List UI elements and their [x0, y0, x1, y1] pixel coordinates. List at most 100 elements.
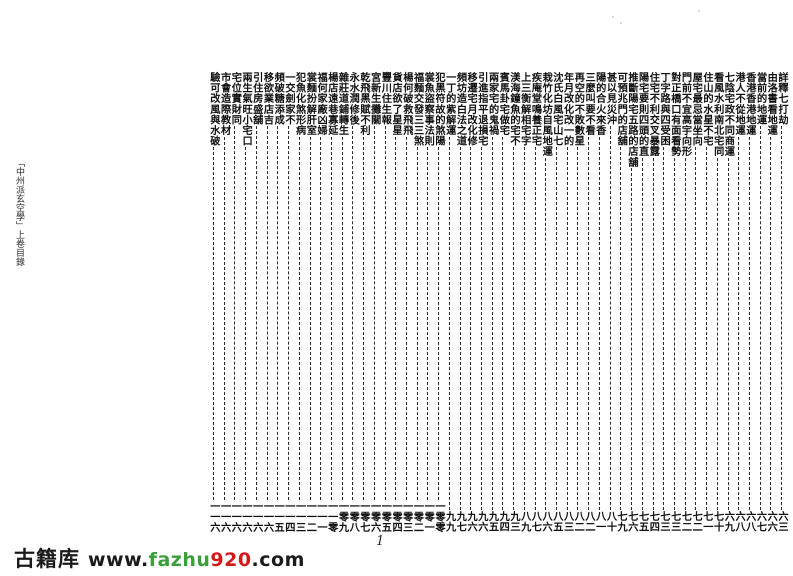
toc-entry[interactable]: 陽的合火來香 八一 — [594, 72, 606, 532]
toc-entry[interactable]: 陽宅要則四頭的直 七五 — [636, 72, 649, 532]
toc-entry[interactable]: 三麼叫要不看 八二 — [583, 72, 595, 532]
toc-entry[interactable]: 一交劍家不 一一四 — [283, 72, 295, 532]
toc-entry[interactable]: 兩生氣旺小宅口 一一六 — [240, 72, 252, 532]
toc-dot-leader — [588, 136, 590, 510]
toc-dot-leader — [491, 136, 493, 510]
toc-entry[interactable]: 賓馬卦宅做宅 九四 — [497, 72, 509, 532]
toc-entry[interactable]: 楊何破救飛飛 一零三 — [401, 72, 413, 532]
toc-entry[interactable]: 疾庵堂鳴養正宅 八七 — [529, 72, 542, 532]
toc-entry[interactable]: 裳魚盜察事法則 一零一 — [422, 72, 435, 532]
toc-entry-page-number: 一零二 — [411, 500, 424, 533]
site-watermark: 古籍库 www.fazhu920.com — [14, 543, 305, 573]
toc-entry-title: 引進指平退損宅 — [475, 72, 488, 147]
toc-entry[interactable]: 移欲業店吉 一一六 — [261, 72, 274, 533]
toc-entry[interactable]: 由洛書看地運 六六 — [765, 72, 778, 532]
toc-entry-title: 栽竹化坊自風地運 — [540, 72, 553, 157]
toc-dot-leader — [427, 147, 429, 500]
toc-entry-title: 楊店遠巷寡延 — [325, 72, 338, 136]
toc-entry[interactable]: 雜莊道鋪轉生 一零九 — [336, 72, 348, 532]
toc-entry[interactable]: 住山的水星不宅 七一 — [701, 72, 713, 532]
toc-entry[interactable]: 市會造際教材 一一六 — [219, 72, 231, 532]
toc-entry-page-number: 九九 — [443, 511, 456, 532]
toc-entry[interactable]: 永水潤修後 一零八 — [347, 72, 359, 532]
toc-dot-leader — [245, 147, 247, 500]
toc-dot-leader — [341, 136, 343, 500]
toc-entry-title: 丁字路與四受困 — [658, 72, 671, 147]
toc-entry[interactable]: 犯魚化煞形病 一一三 — [293, 72, 306, 532]
toc-entry[interactable]: 宅位實財同 一一六 — [229, 72, 241, 532]
toc-entry[interactable]: 引住房盛舖 一一六 — [250, 72, 263, 533]
toc-entry-page-number: 八三 — [561, 511, 574, 532]
toc-entry-page-number: 七五 — [636, 511, 649, 532]
toc-entry[interactable]: 犯黑符故的煞陽 一零零 — [433, 72, 445, 532]
toc-entry-page-number: 一零四 — [390, 500, 403, 533]
toc-dot-leader — [534, 147, 536, 510]
toc-entry-page-number: 六三 — [775, 511, 788, 532]
toc-entry[interactable]: 香港香港地運 六八 — [743, 72, 756, 532]
toc-entry-page-number: 一一二 — [304, 500, 317, 533]
toc-entry[interactable]: 渼海鐘魚的宅不 九三 — [508, 72, 521, 532]
toc-entry[interactable]: 移遷宅月改化修 九六 — [465, 72, 478, 532]
toc-entry[interactable]: 上三衡解相宅字 八九 — [518, 72, 531, 532]
toc-entry-page-number: 六六 — [765, 511, 778, 532]
toc-entry[interactable]: 一丁的紫解運 九九 — [443, 72, 456, 532]
toc-dot-leader — [609, 126, 611, 510]
toc-entry[interactable]: 看風水利南北宅同 七十 — [711, 72, 724, 532]
toc-entry[interactable]: 可預兆門的店舖 七九 — [615, 72, 628, 532]
toc-dot-leader — [459, 147, 461, 510]
toc-entry[interactable]: 驗可改風與水破 一一六 — [208, 72, 220, 532]
toc-entry[interactable]: 年月改化改一的 八三 — [561, 72, 574, 532]
toc-entry[interactable]: 港人不從地運 六八 — [733, 72, 745, 532]
toc-entry[interactable]: 福麵交發三三煞 一零二 — [411, 72, 424, 533]
toc-entry-page-number: 一零六 — [368, 500, 381, 533]
toc-entry[interactable]: 乾飛黑賦不利 一零七 — [357, 72, 370, 533]
toc-entry[interactable]: 引進指平退損宅 九六 — [475, 72, 488, 532]
toc-entry[interactable]: 栽竹化坊自風地運 八六 — [540, 72, 553, 532]
toc-dot-leader — [395, 136, 397, 500]
toc-entry-page-number: 九六 — [465, 511, 478, 532]
toc-entry[interactable]: 七陰宅政不同商運 六九 — [722, 72, 734, 532]
toc-entry-page-number: 九五 — [486, 511, 499, 532]
toc-dot-leader — [363, 136, 365, 500]
toc-entry-page-number: 八九 — [518, 511, 531, 532]
toc-entry[interactable]: 福何家廠凶婦 一一一 — [315, 72, 327, 532]
toc-entry-title: 裳魚盜察事法則 — [422, 72, 435, 147]
toc-entry-title: 門前不宜高宇向形 — [679, 72, 692, 157]
site-name-cn: 古籍库 — [14, 547, 80, 571]
toc-dot-leader — [309, 136, 311, 500]
toc-entry[interactable]: 住宅不利交叉暴露 七四 — [647, 72, 659, 532]
toc-dot-leader — [330, 136, 332, 500]
toc-entry[interactable]: 兩家宅的鬼禍 九五 — [486, 72, 499, 532]
toc-entry-page-number: 一一六 — [261, 500, 274, 533]
toc-entry-title: 可預兆門的店舖 — [615, 72, 628, 147]
toc-entry[interactable]: 楊店遠巷寡延 一一零 — [325, 72, 338, 532]
toc-entry[interactable]: 丁字路與四受困 七三 — [658, 72, 671, 532]
toc-entry[interactable]: 頻破糖添成 一一五 — [272, 72, 284, 532]
toc-entry[interactable]: 甚以見災沖 八十 — [604, 72, 616, 532]
toc-entry-page-number: 一一六 — [250, 500, 263, 533]
toc-entry-page-number: 一零七 — [357, 500, 370, 533]
toc-dot-leader — [556, 147, 558, 510]
toc-entry-title: 乾飛黑賦不利 — [357, 72, 370, 136]
toc-entry[interactable]: 頻坊造白法之道 九七 — [454, 72, 466, 532]
toc-entry-page-number: 八二 — [583, 511, 595, 532]
toc-entry[interactable]: 豐川住生報 一零五 — [379, 72, 391, 532]
toc-entry-title: 看風水利南北宅同 — [711, 72, 724, 157]
toc-entry[interactable]: 沈氏白風宅山七 八五 — [551, 72, 563, 532]
toc-entry-title: 渼海鐘魚的宅不 — [508, 72, 521, 147]
toc-entry[interactable]: 對正橋口有面看勢 七三 — [669, 72, 681, 532]
toc-entry[interactable]: 門前不宜高宇向形 七二 — [679, 72, 692, 532]
toc-entry-page-number: 八七 — [529, 511, 542, 532]
toc-entry[interactable]: 當前的地運 六七 — [755, 72, 767, 532]
toc-entry[interactable]: 裳麵扮解肝室 一一二 — [304, 72, 317, 533]
toc-dot-leader — [663, 147, 665, 510]
toc-dot-leader — [545, 157, 547, 510]
toc-entry[interactable]: 屋宅最忌當坐向 七二 — [690, 72, 702, 532]
toc-entry[interactable]: 貨店欲了星星 一零四 — [390, 72, 403, 533]
toc-entry[interactable]: 宮新生攤關 一零六 — [368, 72, 381, 533]
toc-entry[interactable]: 推斷陽宅五路的店舖 七六 — [626, 72, 638, 532]
toc-entry-title: 犯魚化煞形病 — [293, 72, 306, 136]
toc-entry[interactable]: 再空的不敗數星 八二 — [572, 72, 584, 532]
toc-entry[interactable]: 詳釋七打劫 六三 — [775, 72, 788, 532]
toc-entry-title: 香港香港地運 — [743, 72, 756, 136]
